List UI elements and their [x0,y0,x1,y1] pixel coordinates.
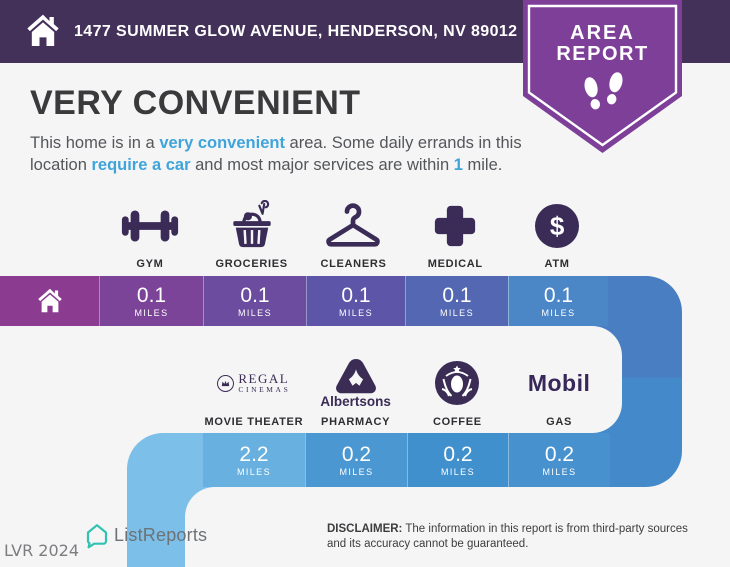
distance-cleaners: 0.1 MILES [306,276,405,326]
description-line2: location require a car and most major se… [30,156,503,175]
distance-bar-row2: 2.2 MILES 0.2 MILES 0.2 MILES 0.2 MILES [203,433,610,487]
distance-gym: 0.1 MILES [99,276,203,326]
highlight-require-a-car: require a car [91,156,191,175]
badge-pennant-shape [523,0,682,153]
amenity-atm: $ ATM [506,194,608,270]
distance-atm: 0.1 MILES [508,276,608,326]
regal-cinemas-logo: REGAL CINEMAS [217,372,290,394]
amenity-groceries: GROCERIES [201,194,303,270]
distance-medical: 0.1 MILES [405,276,508,326]
cleaners-icon [326,203,381,247]
listreports-logo: ListReports [84,522,207,549]
badge-line2: REPORT [556,43,649,65]
home-icon [27,14,59,46]
amenity-row-2: REGAL CINEMAS MOVIE THEATER Albertsons PH… [203,348,610,428]
disclaimer-text: DISCLAIMER: The information in this repo… [327,523,688,550]
medical-icon [435,205,476,247]
regal-crown-icon [217,374,235,392]
listreports-wordmark: ListReports [114,525,208,545]
property-address: 1477 SUMMER GLOW AVENUE, HENDERSON, NV 8… [74,23,518,40]
disclaimer-label: DISCLAIMER: [327,523,403,535]
amenity-gas: Mobil GAS [527,369,591,429]
home-segment [0,276,99,326]
highlight-one-mile: 1 [453,156,463,175]
distance-pharmacy: 0.2 MILES [305,433,407,487]
watermark: LVR 2024 [4,541,80,560]
amenity-movie-theater: REGAL CINEMAS MOVIE THEATER [204,371,304,428]
page-title: VERY CONVENIENT [30,84,361,122]
area-report-badge: AREA REPORT [523,0,682,156]
gym-icon [121,210,178,242]
mobil-logo: Mobil [527,369,591,396]
home-icon-bar [37,288,62,313]
amenity-gym: GYM [99,194,201,270]
distance-bar-row1: 0.1 MILES 0.1 MILES 0.1 MILES 0.1 MILES 0.1 M… [0,276,608,326]
amenity-medical: MEDICAL [404,194,506,270]
albertsons-monogram-icon [335,359,376,394]
amenity-pharmacy: Albertsons PHARMACY [305,348,407,428]
amenity-row-1: GYM GROCERIES CLEANERS [99,194,608,270]
listreports-house-icon [86,524,108,549]
badge-line1: AREA [570,22,635,44]
highlight-very-convenient: very convenient [159,134,285,152]
atm-icon: $ [535,204,580,248]
distance-groceries: 0.1 MILES [203,276,306,326]
distance-gas: 0.2 MILES [508,433,610,487]
distance-movie-theater: 2.2 MILES [203,433,305,487]
description-line1: This home is in a very convenient area. … [30,134,522,152]
footprints-icon [584,72,623,110]
groceries-icon [233,200,271,248]
albertsons-logo: Albertsons [320,357,391,409]
description-text: This home is in a very convenient area. … [30,132,550,177]
amenity-cleaners: CLEANERS [303,194,405,270]
path-inner-gap-left [185,487,445,567]
distance-coffee: 0.2 MILES [407,433,508,487]
starbucks-logo-icon [435,361,480,405]
amenity-coffee: COFFEE [407,348,509,428]
